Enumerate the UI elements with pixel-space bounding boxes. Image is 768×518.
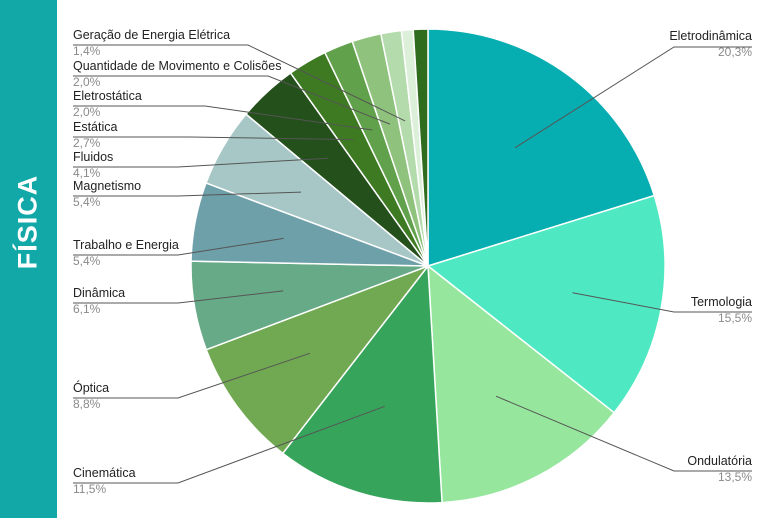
slice-value-8: 4,1% [73, 166, 101, 180]
slice-value-6: 5,4% [73, 254, 101, 268]
leader-line-3 [73, 405, 385, 484]
leader-line-11 [73, 75, 391, 125]
slice-label-6: Trabalho e Energia [73, 238, 179, 252]
slice-value-4: 8,8% [73, 397, 101, 411]
leader-line-10 [73, 105, 373, 131]
slice-label-4: Óptica [73, 380, 109, 395]
leader-line-7 [73, 191, 302, 197]
pie-slice-4 [205, 264, 431, 455]
slice-value-0: 20,3% [718, 45, 752, 59]
slice-labels: Eletrodinâmica 20,3% Termologia 15,5% Ondula… [73, 28, 752, 496]
leader-line-5 [73, 290, 284, 304]
slice-value-3: 11,5% [73, 482, 106, 496]
slice-value-2: 13,5% [718, 470, 752, 484]
slice-label-1: Termologia [691, 295, 752, 309]
slice-label-8: Fluidos [73, 150, 113, 164]
leader-line-12 [73, 44, 406, 122]
slice-value-11: 2,0% [73, 75, 101, 89]
slice-value-1: 15,5% [718, 311, 752, 325]
leader-lines [73, 44, 752, 484]
pie-slice-3 [281, 263, 443, 504]
slice-value-12: 1,4% [73, 44, 101, 58]
leader-line-9 [73, 136, 354, 141]
leader-line-2 [495, 395, 752, 472]
slice-label-10: Eletrostática [73, 89, 142, 103]
pie-slice-0 [427, 28, 656, 268]
leader-line-1 [572, 292, 752, 313]
slice-value-7: 5,4% [73, 195, 101, 209]
leader-line-0 [514, 46, 752, 149]
leader-line-8 [73, 157, 329, 168]
slice-label-5: Dinâmica [73, 286, 125, 300]
slice-label-9: Estática [73, 120, 118, 134]
slice-label-7: Magnetismo [73, 179, 141, 193]
leader-line-4 [73, 352, 310, 399]
leader-line-6 [73, 237, 284, 256]
side-band: FÍSICA [0, 0, 57, 518]
slice-label-12: Geração de Energia Elétrica [73, 28, 230, 42]
slice-value-10: 2,0% [73, 105, 101, 119]
pie-slice-2 [427, 264, 616, 504]
pie-slice-14 [412, 28, 429, 267]
slice-label-0: Eletrodinâmica [669, 29, 752, 43]
pie-slices [190, 28, 666, 504]
slice-label-2: Ondulatória [687, 454, 752, 468]
slice-label-11: Quantidade de Movimento e Colisões [73, 59, 281, 73]
slice-value-5: 6,1% [73, 302, 101, 316]
slice-value-9: 2,7% [73, 136, 101, 150]
slice-label-3: Cinemática [73, 466, 136, 480]
